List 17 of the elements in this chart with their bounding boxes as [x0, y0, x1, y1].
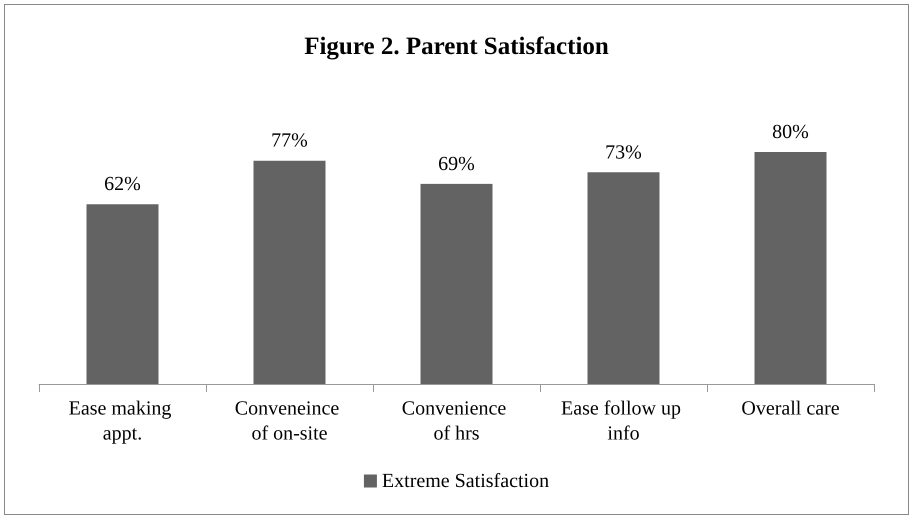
x-tick-label: Ease follow up info: [561, 398, 686, 444]
bar: [588, 172, 660, 384]
x-tick-label: Convenience of hrs: [402, 398, 512, 444]
bar: [754, 152, 826, 384]
legend-label: Extreme Satisfaction: [382, 470, 550, 492]
bar: [420, 184, 492, 384]
data-label: 77%: [271, 130, 308, 152]
data-label: 80%: [772, 121, 809, 143]
data-label: 73%: [605, 141, 642, 164]
x-tick-label: Conveneince of on-site: [234, 398, 344, 444]
data-label: 62%: [104, 173, 141, 196]
chart-title: Figure 2. Parent Satisfaction: [304, 33, 609, 60]
x-tick-label: Overall care: [741, 398, 840, 420]
x-tick-label: Ease making appt.: [68, 398, 176, 444]
bar: [254, 160, 326, 384]
data-label: 69%: [438, 152, 475, 175]
bar: [86, 204, 158, 384]
